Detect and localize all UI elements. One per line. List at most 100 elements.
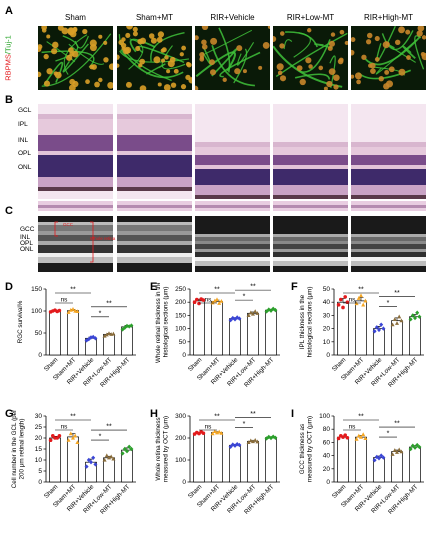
column-header-rir-low-mt: RIR+Low-MT xyxy=(286,13,335,22)
panel-label-b: B xyxy=(5,94,13,106)
panel-label-d: D xyxy=(5,281,13,293)
ipl-sig-label: ** xyxy=(394,290,400,297)
gcc-oct-sig-label: * xyxy=(387,431,390,438)
rgc-survival-data-point xyxy=(84,338,89,343)
retina-histology-data-point xyxy=(228,317,233,323)
column-header-rir-high-mt: RIR+High-MT xyxy=(363,13,414,22)
ipl-data-point xyxy=(397,314,402,319)
retina-oct-bar-1 xyxy=(193,432,205,483)
retina-oct-data-point xyxy=(269,435,273,441)
oct-overlay-whole-retina: Whole retina xyxy=(90,236,116,241)
ipl-data-point xyxy=(408,317,413,322)
gcl-cells-bar-1 xyxy=(49,437,61,483)
retina-oct-data-point xyxy=(253,438,258,442)
ipl-data-point xyxy=(363,298,368,303)
retina-histology-bar-2 xyxy=(211,301,223,356)
gcl-cells-data-point xyxy=(120,451,125,456)
retina-oct-data-point xyxy=(251,439,255,444)
gcl-cells-data-point xyxy=(109,454,114,459)
retina-oct-y-label: Whole retina thicknessmeasured by OCT (μ… xyxy=(155,416,170,482)
retina-oct-y-tick-label: 0 xyxy=(182,479,186,486)
retina-histology-data-point xyxy=(237,316,242,321)
gcc-oct-data-point xyxy=(359,434,363,439)
ipl-data-point xyxy=(374,325,379,330)
tuj1-label: /Tuj-1 xyxy=(3,35,13,55)
retina-oct-data-point xyxy=(255,439,260,444)
ipl-bar-2 xyxy=(355,300,367,356)
layer-label-gcl: GCL xyxy=(18,107,32,114)
gcl-cells-y-tick-label: 0 xyxy=(38,479,42,486)
retina-histology-data-point xyxy=(264,309,269,314)
ipl-data-point xyxy=(392,317,397,321)
gcc-oct-data-point xyxy=(345,435,350,440)
retina-oct-data-point xyxy=(264,436,269,441)
rgc-survival-data-point xyxy=(120,327,125,332)
retina-histology-data-point xyxy=(271,306,276,311)
retina-histology-sig-label: ** xyxy=(214,287,220,294)
ipl-y-tick-label: 10 xyxy=(323,339,331,346)
ipl-data-point xyxy=(336,303,341,307)
retina-histology-data-point xyxy=(235,315,240,320)
gcl-cells-data-point xyxy=(107,455,111,460)
ipl-bar-5 xyxy=(409,316,421,356)
retina-oct-bar-3 xyxy=(229,444,241,483)
oct-image-1 xyxy=(38,216,113,272)
gcc-oct-sig-label: ** xyxy=(394,421,400,428)
ipl-category-label: Sham xyxy=(331,356,348,373)
retina-histology-data-point xyxy=(192,300,197,304)
histology-strip-2 xyxy=(117,201,192,211)
histology-strip-5 xyxy=(351,201,426,211)
gcc-oct-data-point xyxy=(399,449,404,454)
rgc-survival-category-label: Sham xyxy=(43,356,60,373)
gcc-oct-data-point xyxy=(356,433,361,438)
gcl-cells-data-point xyxy=(111,456,116,461)
retina-histology-data-point xyxy=(269,308,273,313)
gcc-oct-data-point xyxy=(336,436,341,441)
gcc-oct-data-point xyxy=(397,447,402,452)
panel-label-h: H xyxy=(150,408,158,420)
ipl-data-point xyxy=(390,322,395,327)
ipl-y-tick-label: 20 xyxy=(323,326,331,333)
retina-histology-bar-5 xyxy=(265,309,277,356)
rgc-survival-y-label: RGC survival% xyxy=(17,300,24,343)
rgc-survival-bar-2 xyxy=(67,310,79,356)
retina-histology-y-tick-label: 250 xyxy=(175,286,186,293)
retina-histology-data-point xyxy=(197,301,201,306)
panel-label-i: I xyxy=(291,408,295,420)
rgc-survival-y-tick-label: 50 xyxy=(35,330,43,337)
gcl-cells-data-point xyxy=(102,457,107,462)
histology-strip-3 xyxy=(195,201,270,211)
gcl-cells-data-point xyxy=(86,457,91,463)
ipl-data-point xyxy=(339,297,343,302)
gcc-oct-data-point xyxy=(392,448,397,452)
gcl-cells-data-point xyxy=(84,464,89,469)
ipl-data-point xyxy=(359,293,363,298)
retina-oct-data-point xyxy=(217,429,222,434)
histology-image-3 xyxy=(195,104,270,199)
gcc-oct-data-point xyxy=(379,453,384,458)
rgc-survival-sig-label: ** xyxy=(70,287,76,294)
oct-label-gcc: GCC xyxy=(20,226,35,233)
rgc-survival-sig-label: * xyxy=(99,310,102,317)
histology-image-2 xyxy=(117,104,192,199)
ipl-data-point xyxy=(399,318,404,323)
retina-histology-data-point xyxy=(210,300,215,305)
retina-oct-y-tick-label: 100 xyxy=(175,457,186,464)
gcl-cells-data-point xyxy=(66,438,71,442)
rgc-survival-data-point xyxy=(129,323,134,328)
retina-oct-data-point xyxy=(201,431,206,435)
gcl-cells-y-tick-label: 10 xyxy=(35,457,43,464)
histology-strip-4 xyxy=(273,201,348,211)
retina-oct-bar-4 xyxy=(247,440,259,483)
ipl-data-point xyxy=(372,329,377,334)
oct-image-2 xyxy=(117,216,192,272)
gcc-oct-data-point xyxy=(410,443,415,448)
retina-histology-data-point xyxy=(253,309,258,314)
retina-histology-data-point xyxy=(251,311,255,316)
ipl-data-point xyxy=(417,314,422,319)
retina-histology-sig-label: * xyxy=(243,294,246,301)
ipl-data-point xyxy=(395,321,399,325)
gcl-cells-y-label: Cell number in the GCL (per200 μm retina… xyxy=(11,410,26,488)
histology-strip-1 xyxy=(38,201,113,211)
gcc-oct-data-point xyxy=(381,455,386,460)
